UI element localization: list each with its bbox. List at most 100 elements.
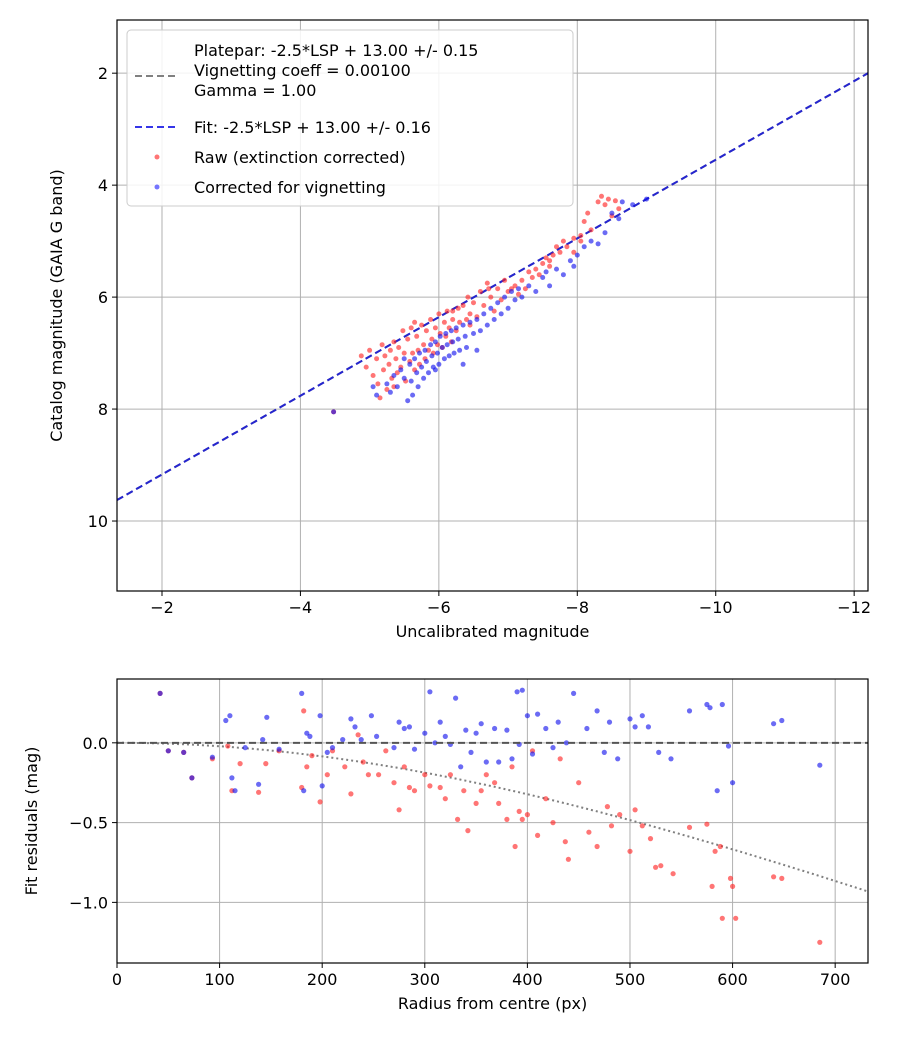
x-tick-label: 100 xyxy=(204,970,235,989)
data-point xyxy=(730,883,736,890)
data-point xyxy=(410,392,416,398)
data-point xyxy=(712,848,718,854)
data-point xyxy=(352,724,358,730)
data-point xyxy=(405,336,411,342)
data-point xyxy=(457,347,463,353)
legend-frame xyxy=(126,29,574,207)
data-point xyxy=(817,939,823,945)
data-point xyxy=(411,788,418,794)
data-point xyxy=(535,832,541,839)
legend-fit-text: Fit: -2.5*LSP + 13.00 +/- 0.16 xyxy=(194,118,431,137)
data-point xyxy=(367,347,373,353)
data-point xyxy=(514,689,520,695)
data-point xyxy=(448,328,454,334)
data-point xyxy=(396,807,402,813)
data-point xyxy=(524,713,531,719)
data-point xyxy=(422,730,428,736)
data-point xyxy=(725,743,732,749)
data-point xyxy=(376,772,382,778)
data-point xyxy=(717,843,723,850)
data-point xyxy=(229,775,235,781)
x-tick-label: 0 xyxy=(112,970,122,989)
data-point xyxy=(554,266,559,272)
data-point xyxy=(453,325,459,331)
x-tick-label: 700 xyxy=(820,970,851,989)
data-point xyxy=(301,788,307,794)
data-point xyxy=(256,781,262,787)
data-point xyxy=(656,749,662,756)
data-point xyxy=(477,289,483,294)
data-point xyxy=(429,336,435,342)
data-point xyxy=(426,370,431,376)
data-point xyxy=(492,780,498,786)
x-tick-label: −6 xyxy=(427,598,451,617)
fit-line xyxy=(117,72,868,501)
data-point xyxy=(540,261,546,266)
data-point xyxy=(382,353,388,359)
data-point xyxy=(428,342,434,348)
data-point xyxy=(595,241,601,247)
data-point xyxy=(419,364,425,370)
data-point xyxy=(384,381,390,387)
residuals-plot: 0 100 200 300 400 500 600 700 0.0 −0.5 −1.0 Radius … xyxy=(22,678,869,1013)
data-point xyxy=(526,283,532,289)
data-point xyxy=(417,350,422,356)
y-tick-label: 0.0 xyxy=(83,734,108,753)
data-point xyxy=(464,317,469,322)
data-point xyxy=(474,317,480,322)
data-point xyxy=(719,915,725,921)
data-point xyxy=(509,764,515,770)
data-point xyxy=(460,361,466,367)
data-point xyxy=(704,821,710,827)
x-tick-label: −2 xyxy=(150,598,174,617)
data-point xyxy=(414,333,420,339)
data-point xyxy=(473,730,479,736)
data-point xyxy=(581,244,587,250)
data-point xyxy=(319,783,325,789)
data-point xyxy=(451,350,457,356)
data-point xyxy=(536,272,542,278)
data-point xyxy=(411,746,418,752)
data-point xyxy=(444,342,450,348)
data-point xyxy=(686,824,693,831)
data-point xyxy=(348,791,354,797)
data-point xyxy=(401,375,407,381)
data-point xyxy=(550,745,556,751)
data-point xyxy=(473,800,479,807)
data-point xyxy=(381,367,386,373)
legend: Platepar: -2.5*LSP + 13.00 +/- 0.15Vigne… xyxy=(126,29,574,207)
y-tick-label: 10 xyxy=(88,512,108,531)
legend-raw-text: Raw (extinction corrected) xyxy=(194,148,406,167)
data-point xyxy=(519,687,525,693)
vignetting-model-curve xyxy=(117,741,868,893)
data-point xyxy=(363,364,369,370)
data-point xyxy=(533,289,539,294)
data-point xyxy=(181,749,187,756)
data-point xyxy=(256,789,262,795)
data-point xyxy=(483,759,489,765)
data-point xyxy=(406,784,412,791)
data-point xyxy=(441,356,447,362)
data-point xyxy=(439,345,445,350)
data-point xyxy=(609,210,615,216)
data-point xyxy=(227,713,233,719)
x-axis-label: Uncalibrated magnitude xyxy=(396,622,590,641)
data-point xyxy=(421,375,427,381)
data-point xyxy=(502,277,508,283)
data-point xyxy=(427,689,433,695)
y-axis-label: Catalog magnitude (GAIA G band) xyxy=(47,169,66,441)
data-point xyxy=(428,317,434,322)
data-point xyxy=(374,392,380,398)
data-point xyxy=(524,812,531,818)
data-point xyxy=(468,749,474,756)
data-point xyxy=(324,749,330,756)
data-point xyxy=(504,727,510,733)
data-point xyxy=(374,356,380,362)
data-point xyxy=(309,753,315,759)
data-point xyxy=(276,746,282,752)
data-point xyxy=(462,333,468,339)
data-point xyxy=(496,800,502,807)
data-point xyxy=(543,725,549,732)
data-point xyxy=(519,277,525,283)
axes-frame xyxy=(116,19,869,592)
